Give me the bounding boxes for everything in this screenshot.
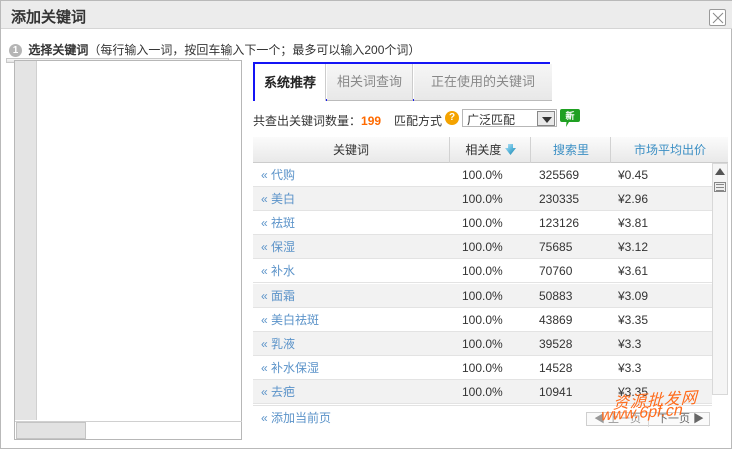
svg-text:新: 新	[565, 110, 574, 121]
